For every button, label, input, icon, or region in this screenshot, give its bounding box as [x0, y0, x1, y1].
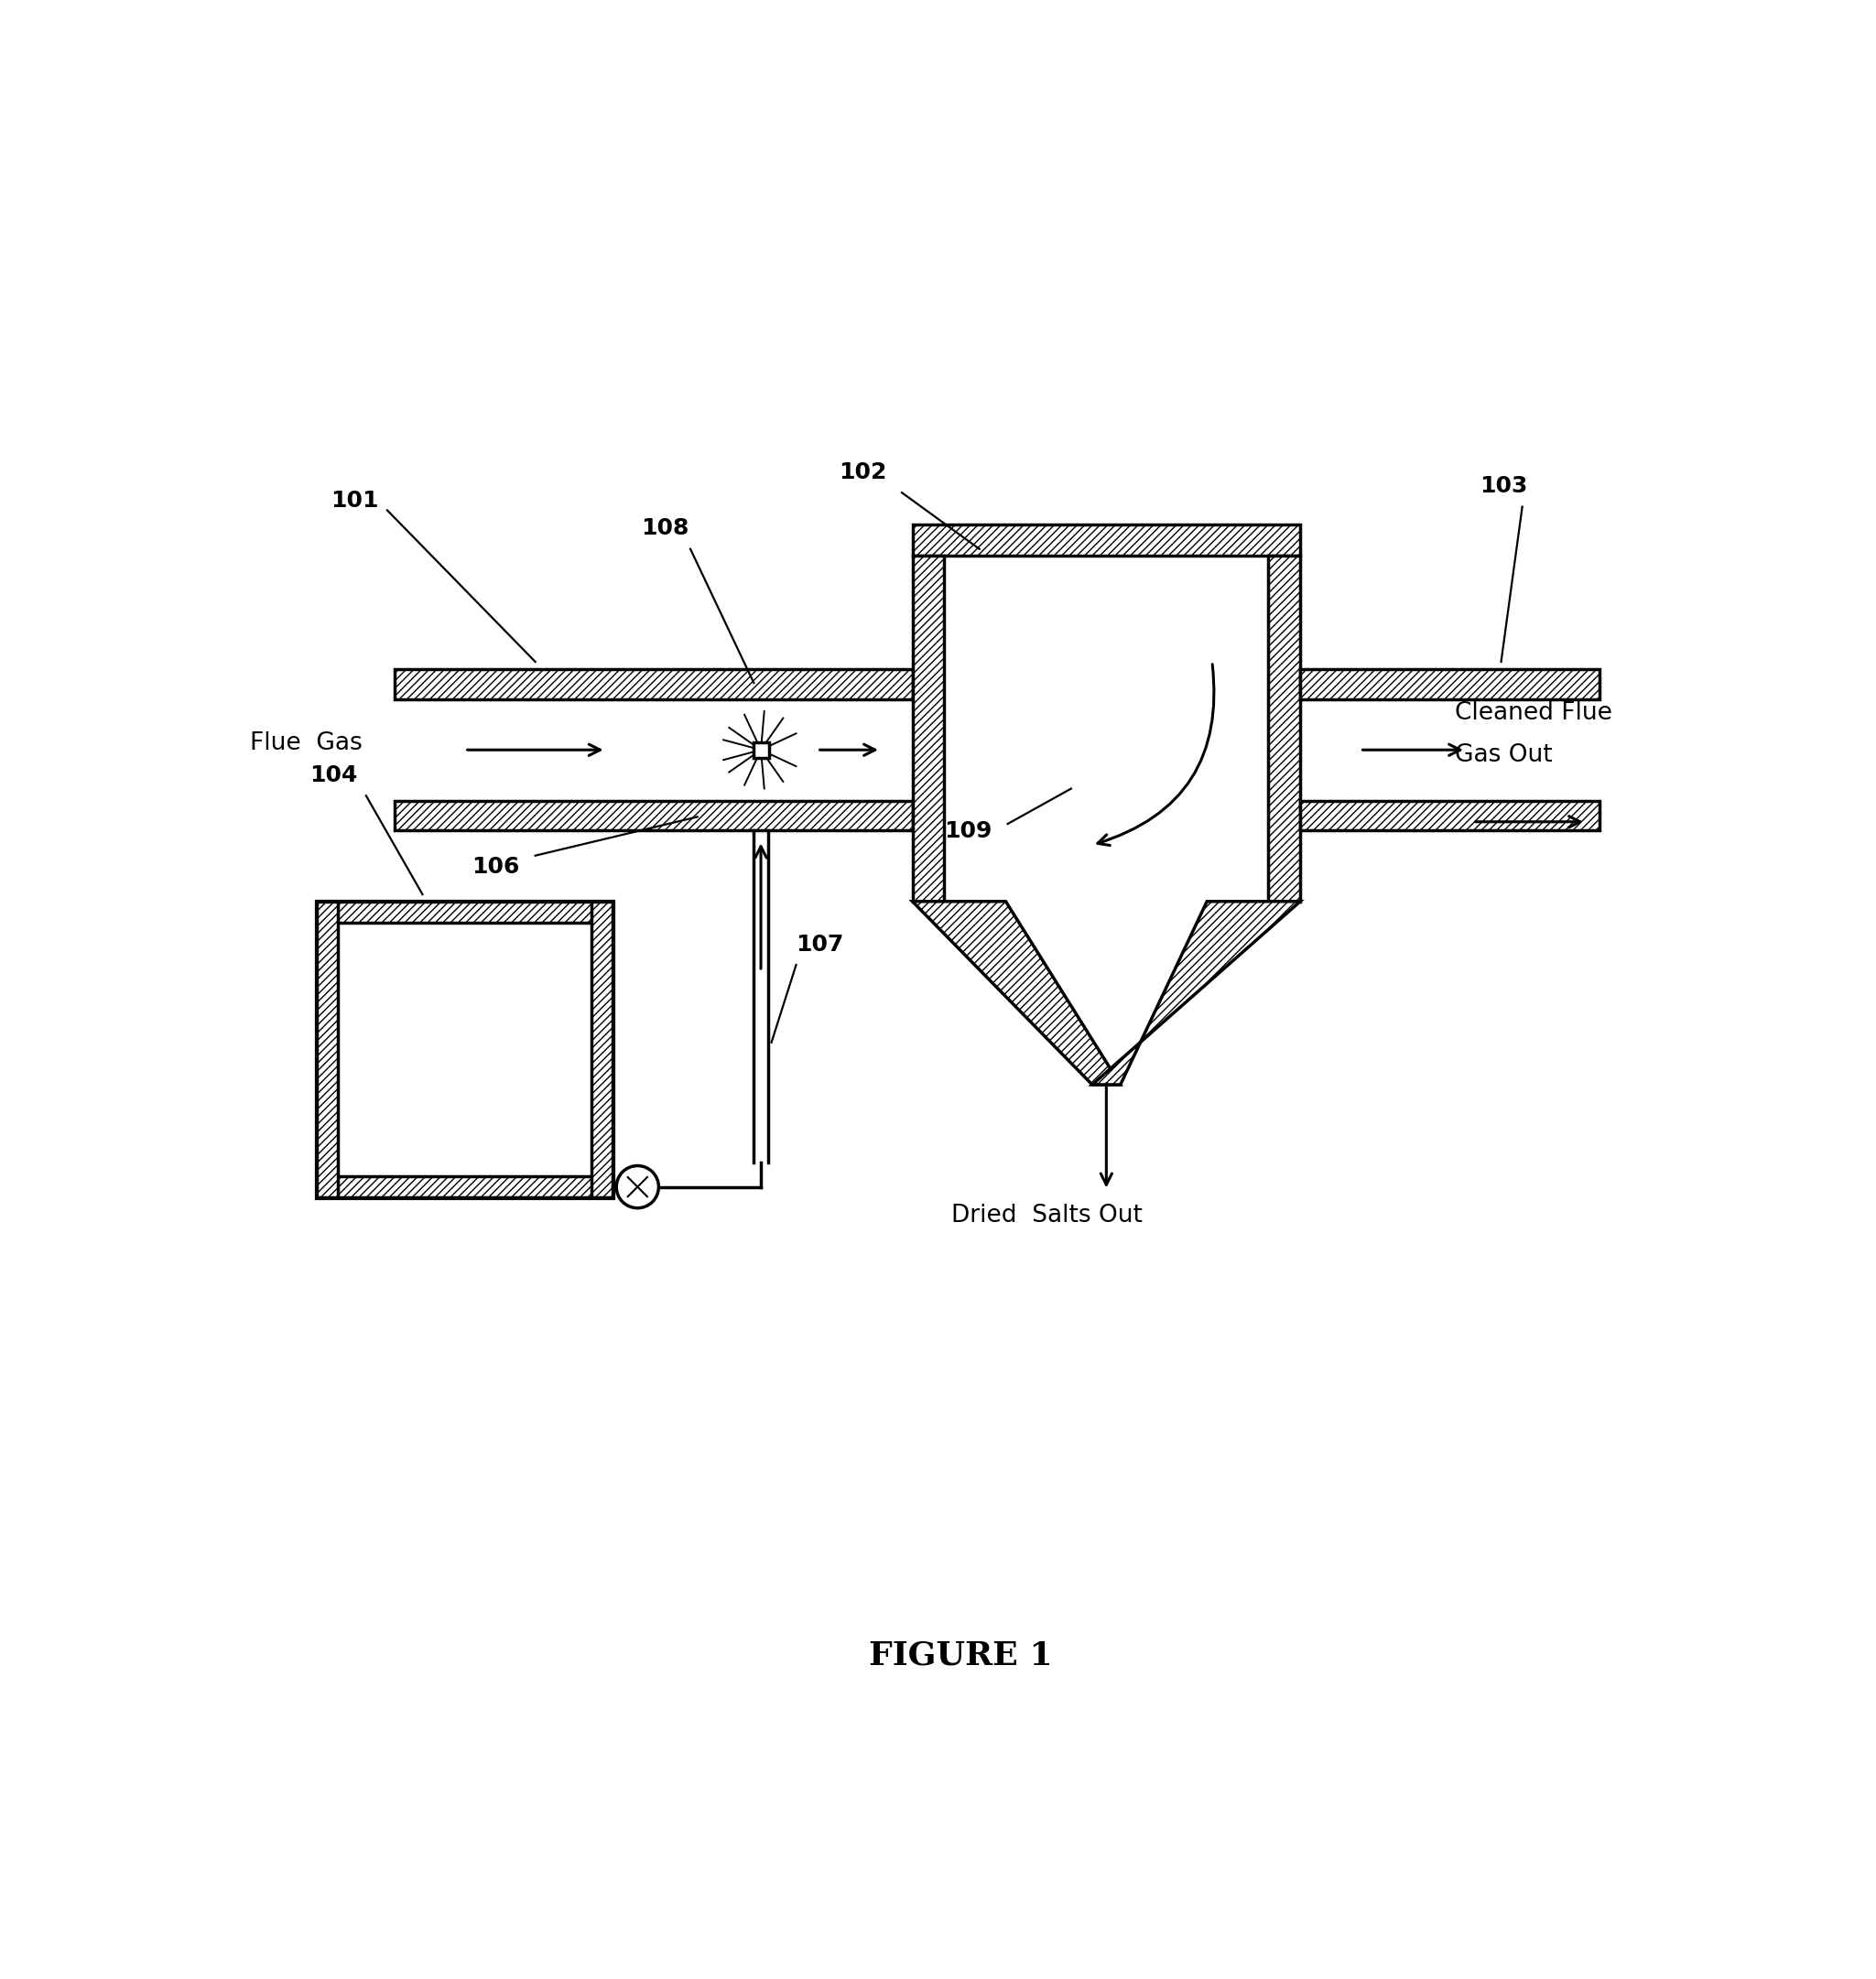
Polygon shape — [912, 900, 1120, 1084]
Bar — [317, 1176, 613, 1197]
Text: 101: 101 — [330, 489, 379, 511]
Text: 109: 109 — [944, 821, 992, 843]
Text: 103: 103 — [1480, 475, 1527, 497]
Bar — [912, 524, 1300, 556]
Bar — [317, 900, 338, 1197]
Circle shape — [617, 1166, 658, 1207]
Bar — [317, 900, 613, 1197]
Text: 102: 102 — [839, 461, 885, 483]
Text: Flue  Gas: Flue Gas — [250, 730, 362, 754]
Bar — [317, 900, 613, 922]
Bar — [1300, 801, 1600, 831]
Text: 106: 106 — [473, 855, 520, 879]
Polygon shape — [1092, 900, 1300, 1084]
Bar — [591, 900, 613, 1197]
Text: FIGURE 1: FIGURE 1 — [869, 1641, 1052, 1670]
Bar — [394, 669, 912, 699]
Bar — [912, 556, 944, 900]
Bar — [394, 801, 912, 831]
Bar — [1300, 669, 1600, 699]
Bar — [1268, 556, 1300, 900]
Text: 108: 108 — [642, 518, 688, 540]
Text: 104: 104 — [310, 764, 358, 786]
Text: Cleaned Flue: Cleaned Flue — [1456, 701, 1613, 724]
Text: Gas Out: Gas Out — [1456, 744, 1553, 768]
Bar — [752, 742, 769, 758]
Text: 107: 107 — [795, 934, 844, 956]
Text: Dried  Salts Out: Dried Salts Out — [951, 1203, 1142, 1227]
